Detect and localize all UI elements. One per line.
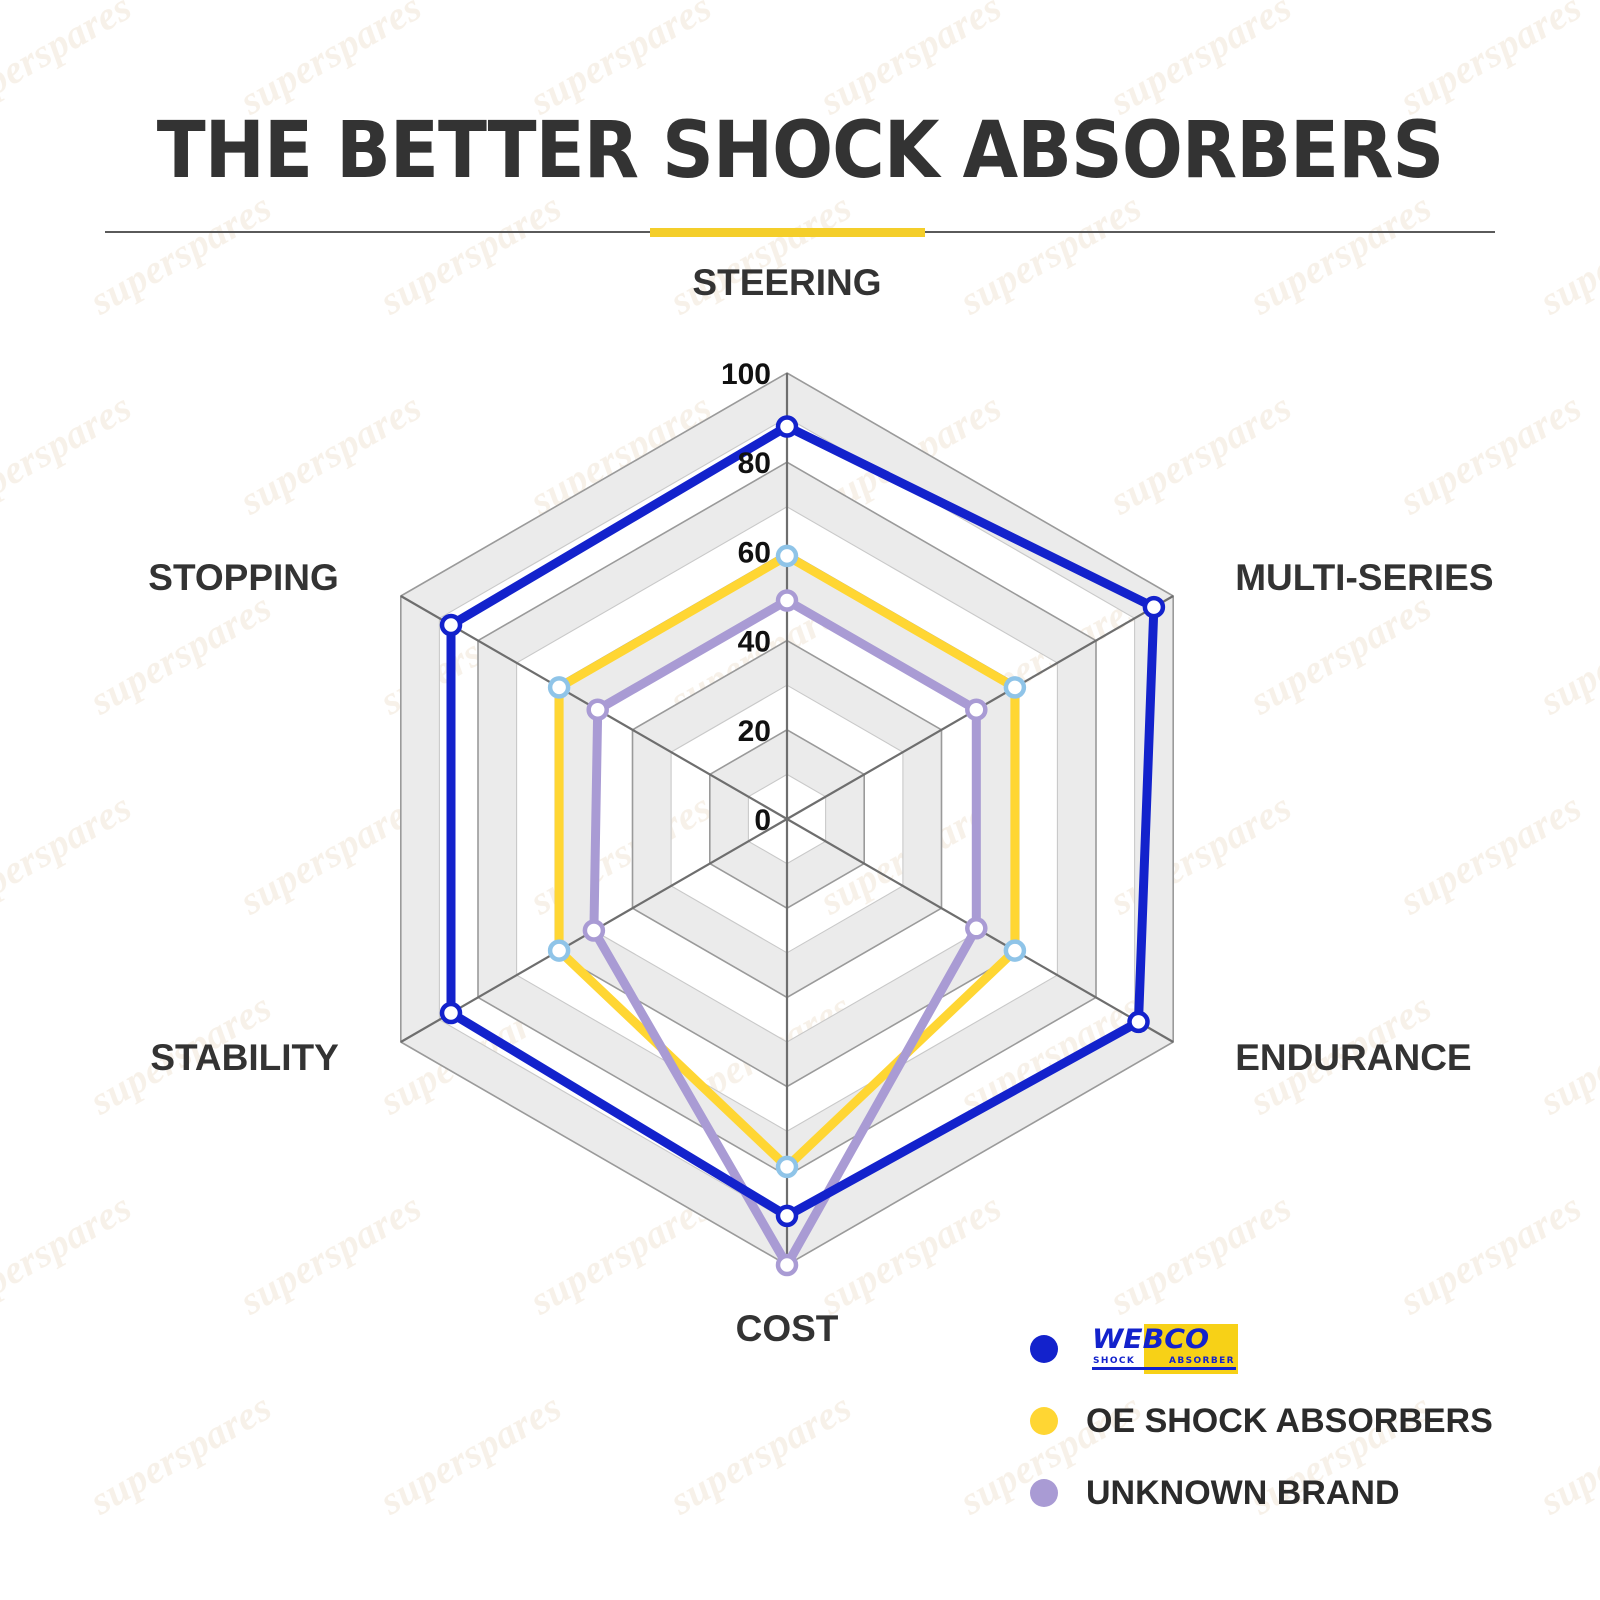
- title-divider: [105, 228, 1495, 237]
- radar-data-point[interactable]: [775, 415, 799, 438]
- radar-data-point[interactable]: [775, 544, 799, 568]
- radar-data-point[interactable]: [1003, 676, 1027, 699]
- radar-data-point[interactable]: [1127, 1010, 1150, 1034]
- radar-data-point[interactable]: [586, 698, 609, 721]
- radar-axis-labels: STEERING MULTI-SERIES ENDURANCE COST STABILI…: [148, 262, 1493, 1349]
- legend-label-unknown: UNKNOWN BRAND: [1086, 1473, 1400, 1512]
- webco-logo-subtitle: SHOCK ABSORBER: [1093, 1356, 1235, 1366]
- radar-data-point[interactable]: [1142, 595, 1166, 619]
- radar-axis-label-cost: COST: [736, 1308, 839, 1349]
- radar-axis-label-stability: STABILITY: [150, 1037, 339, 1078]
- radar-tick-label: 100: [721, 358, 771, 391]
- webco-logo-subtitle-left: SHOCK: [1093, 1356, 1136, 1366]
- radar-data-point[interactable]: [582, 919, 606, 942]
- radar-tick-label: 0: [754, 804, 771, 837]
- legend-swatch-webco: [1030, 1335, 1058, 1363]
- radar-tick-label: 60: [738, 536, 771, 569]
- legend-item-oe[interactable]: OE SHOCK ABSORBERS: [1030, 1390, 1493, 1452]
- radar-tick-label: 80: [738, 447, 771, 480]
- radar-data-point[interactable]: [1003, 939, 1027, 962]
- radar-data-point[interactable]: [775, 589, 799, 612]
- radar-grid-band: [709, 729, 865, 909]
- legend-swatch-oe: [1030, 1407, 1058, 1435]
- webco-logo-subtitle-right: ABSORBER: [1168, 1356, 1235, 1366]
- radar-data-point[interactable]: [547, 939, 571, 962]
- chart-legend: WEBCO SHOCK ABSORBER OE SHOCK ABSORBERS …: [1030, 1318, 1493, 1534]
- radar-tick-label: 20: [738, 715, 771, 748]
- webco-logo-wordmark: WEBCO: [1092, 1324, 1210, 1355]
- radar-axis-label-multi-series: MULTI-SERIES: [1235, 557, 1493, 598]
- legend-item-unknown[interactable]: UNKNOWN BRAND: [1030, 1462, 1493, 1524]
- radar-data-point[interactable]: [439, 1001, 463, 1025]
- legend-item-webco[interactable]: WEBCO SHOCK ABSORBER: [1030, 1318, 1493, 1380]
- radar-axis-label-stopping: STOPPING: [148, 557, 339, 598]
- legend-swatch-unknown: [1030, 1479, 1058, 1507]
- radar-data-point[interactable]: [965, 917, 988, 940]
- radar-grid-bands: [400, 373, 1174, 1265]
- radar-data-point[interactable]: [775, 1204, 799, 1228]
- title-divider-accent: [650, 228, 925, 237]
- radar-marker-group: [439, 415, 1166, 1277]
- webco-logo-yellow-panel: [1144, 1324, 1238, 1374]
- webco-logo-rule: [1092, 1367, 1236, 1370]
- radar-data-point[interactable]: [775, 1155, 799, 1179]
- radar-data-point[interactable]: [965, 698, 988, 721]
- page-header: THE BETTER SHOCK ABSORBERS: [0, 0, 1600, 237]
- radar-tick-label: 40: [738, 626, 771, 659]
- radar-tick-labels: 0 20 40 60 80 100: [721, 358, 771, 837]
- radar-data-point[interactable]: [775, 1253, 799, 1277]
- legend-label-oe: OE SHOCK ABSORBERS: [1086, 1401, 1493, 1440]
- webco-logo: WEBCO SHOCK ABSORBER: [1086, 1324, 1238, 1374]
- page-title: THE BETTER SHOCK ABSORBERS: [156, 106, 1444, 196]
- radar-axis-label-endurance: ENDURANCE: [1235, 1037, 1471, 1078]
- radar-axis-label-steering: STEERING: [692, 262, 881, 303]
- radar-data-point[interactable]: [439, 613, 463, 637]
- radar-data-point[interactable]: [547, 676, 571, 699]
